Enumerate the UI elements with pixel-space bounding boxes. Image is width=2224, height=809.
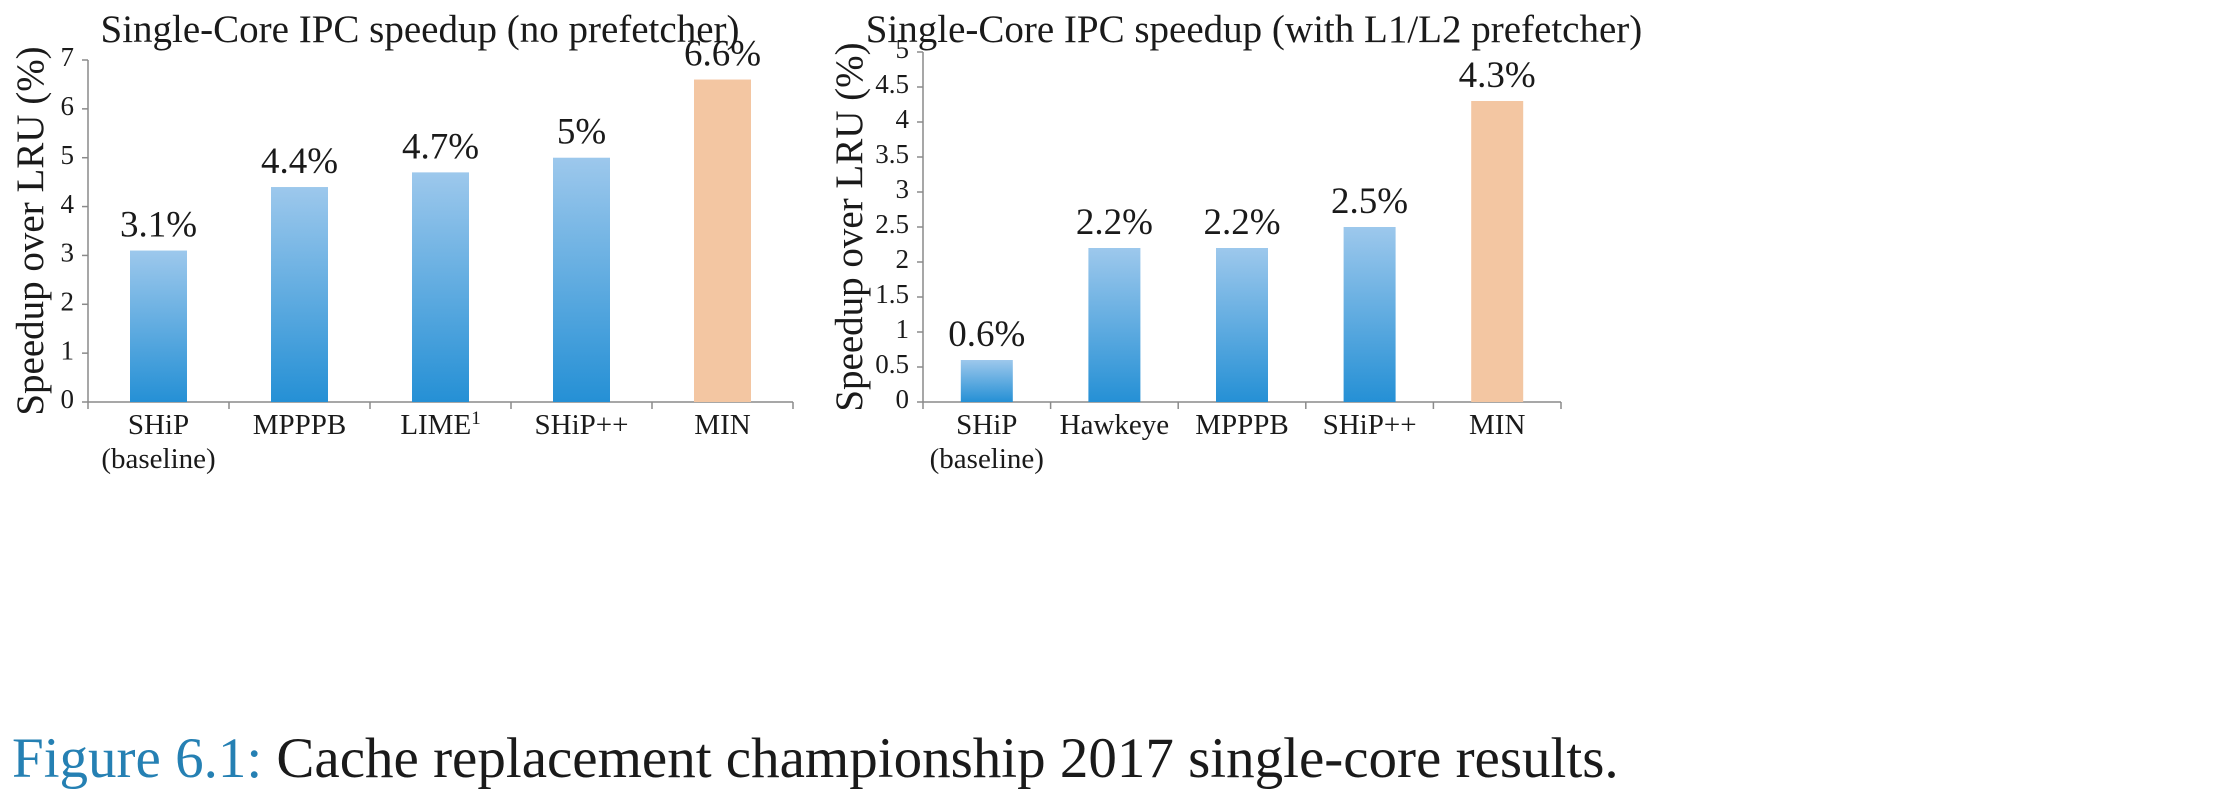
data-label: 4.4% xyxy=(261,141,338,182)
data-label: 4.7% xyxy=(402,126,479,167)
category-sublabel: (baseline) xyxy=(101,443,215,475)
y-tick-label: 4 xyxy=(61,189,75,219)
category-label: SHiP++ xyxy=(1323,409,1417,441)
y-tick-label: 3 xyxy=(896,174,910,204)
y-tick-label: 3 xyxy=(61,238,75,268)
y-tick-label: 2 xyxy=(61,286,75,316)
y-tick-label: 5 xyxy=(896,34,910,64)
y-axis-label: Speedup over LRU (%) xyxy=(828,42,871,411)
bar xyxy=(553,157,610,402)
chart-title: Single-Core IPC speedup (no prefetcher) xyxy=(101,8,740,51)
category-label: SHiP xyxy=(956,409,1017,441)
category-label: MPPPB xyxy=(1195,409,1289,441)
y-tick-label: 7 xyxy=(61,42,75,72)
data-label: 2.5% xyxy=(1331,181,1408,222)
category-label: SHiP++ xyxy=(535,409,629,441)
y-tick-label: 3.5 xyxy=(875,139,909,169)
figure-caption: Figure 6.1: Cache replacement championsh… xyxy=(12,727,1619,791)
bar xyxy=(412,172,469,402)
y-axis-label: Speedup over LRU (%) xyxy=(9,46,52,415)
bar xyxy=(130,250,187,402)
caption-text: Cache replacement championship 2017 sing… xyxy=(276,727,1619,790)
y-tick-label: 4.5 xyxy=(875,69,909,99)
y-tick-label: 5 xyxy=(61,140,75,170)
data-label: 2.2% xyxy=(1203,202,1280,243)
y-tick-label: 0 xyxy=(61,384,75,414)
data-label: 6.6% xyxy=(684,34,761,75)
category-label: MPPPB xyxy=(253,409,347,441)
category-label: LIME1 xyxy=(400,408,480,442)
y-tick-label: 1 xyxy=(896,314,910,344)
y-tick-label: 0 xyxy=(896,384,910,414)
bar xyxy=(1088,248,1141,402)
data-label: 4.3% xyxy=(1459,55,1536,96)
y-tick-label: 4 xyxy=(896,104,910,134)
data-label: 2.2% xyxy=(1076,202,1153,243)
category-label: MIN xyxy=(1469,409,1525,441)
y-tick-label: 2.5 xyxy=(875,209,909,239)
bar xyxy=(1471,101,1524,402)
caption-number: Figure 6.1: xyxy=(12,727,263,790)
category-label: Hawkeye xyxy=(1060,409,1170,441)
y-tick-label: 2 xyxy=(896,244,910,274)
category-label: MIN xyxy=(694,409,750,441)
chart-no-prefetcher: Single-Core IPC speedup (no prefetcher) S… xyxy=(9,8,794,475)
bar xyxy=(694,79,751,403)
bar xyxy=(271,187,328,402)
bar xyxy=(1343,227,1396,402)
category-sublabel: (baseline) xyxy=(930,443,1044,475)
category-label: SHiP xyxy=(128,409,189,441)
chart-title: Single-Core IPC speedup (with L1/L2 pref… xyxy=(866,8,1643,51)
figure-charts: Single-Core IPC speedup (no prefetcher) S… xyxy=(9,8,1642,475)
y-tick-label: 6 xyxy=(61,91,75,121)
y-tick-label: 0.5 xyxy=(875,349,909,379)
data-label: 0.6% xyxy=(948,314,1025,355)
category-label-superscript: 1 xyxy=(471,408,481,429)
data-label: 5% xyxy=(557,112,606,153)
data-label: 3.1% xyxy=(120,205,197,246)
bar xyxy=(1216,248,1268,402)
chart-with-prefetcher: Single-Core IPC speedup (with L1/L2 pref… xyxy=(828,8,1642,475)
bar xyxy=(960,360,1013,402)
y-tick-label: 1.5 xyxy=(875,279,909,309)
y-tick-label: 1 xyxy=(61,335,75,365)
